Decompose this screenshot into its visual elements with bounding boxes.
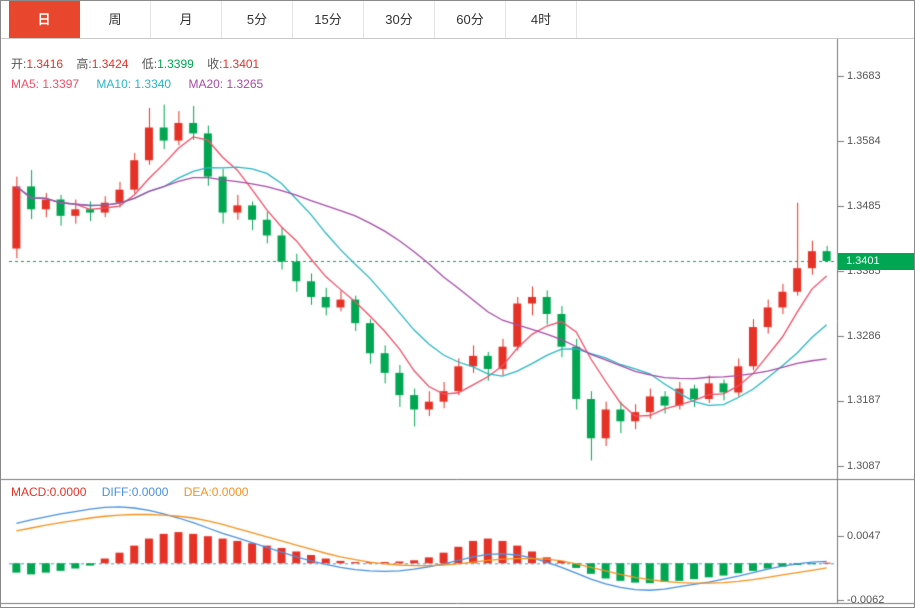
tab-4hour[interactable]: 4时: [506, 1, 577, 38]
ma10-readout: MA10: 1.3340: [96, 77, 172, 91]
tab-day[interactable]: 日: [9, 1, 80, 38]
macd-value-readout: MACD:0.0000: [11, 485, 87, 499]
tab-5min[interactable]: 5分: [222, 1, 293, 38]
chart-area: 开:1.3416 高:1.3424 低:1.3399 收:1.3401 MA5:…: [1, 39, 914, 606]
ma20-readout: MA20: 1.3265: [188, 77, 264, 91]
price-tick-label: 1.3286: [847, 330, 881, 342]
close-value: 1.3401: [222, 57, 260, 71]
open-value: 1.3416: [26, 57, 64, 71]
dea-value-readout: DEA:0.0000: [183, 485, 249, 499]
tab-15min[interactable]: 15分: [293, 1, 364, 38]
price-tick-label: 1.3485: [847, 200, 881, 212]
tab-month[interactable]: 月: [151, 1, 222, 38]
high-value: 1.3424: [91, 57, 129, 71]
price-tick-label: 1.3187: [847, 394, 881, 406]
tab-60min[interactable]: 60分: [435, 1, 506, 38]
macd-tick-label: 0.0047: [847, 530, 881, 542]
price-tick-label: 1.3683: [847, 70, 881, 82]
current-price-badge: 1.3401: [838, 253, 914, 270]
close-label: 收:: [207, 57, 223, 71]
ohlc-readout: 开:1.3416 高:1.3424 低:1.3399 收:1.3401: [11, 55, 269, 72]
candlestick-macd-canvas: [1, 39, 914, 606]
macd-tick-label: -0.0062: [847, 594, 885, 606]
price-tick-label: 1.3087: [847, 460, 881, 472]
tab-week[interactable]: 周: [80, 1, 151, 38]
ma5-readout: MA5: 1.3397: [11, 77, 80, 91]
period-tabbar: 日 周 月 5分 15分 30分 60分 4时: [1, 1, 914, 39]
open-label: 开:: [11, 57, 27, 71]
high-label: 高:: [76, 57, 92, 71]
ma-readout: MA5: 1.3397 MA10: 1.3340 MA20: 1.3265: [11, 77, 277, 91]
diff-value-readout: DIFF:0.0000: [101, 485, 169, 499]
macd-readout: MACD:0.0000 DIFF:0.0000 DEA:0.0000: [11, 485, 260, 499]
low-label: 低:: [141, 57, 158, 71]
low-value: 1.3399: [157, 57, 194, 71]
price-tick-label: 1.3584: [847, 135, 881, 147]
tab-30min[interactable]: 30分: [364, 1, 435, 38]
